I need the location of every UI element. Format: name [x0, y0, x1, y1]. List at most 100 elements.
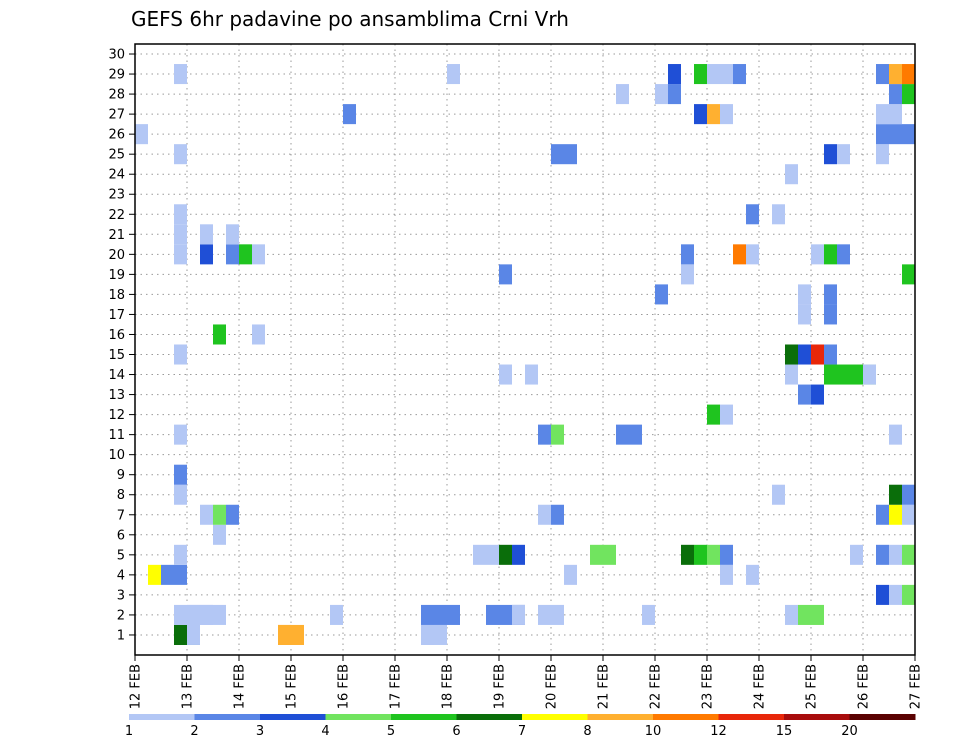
heatmap-cell [590, 544, 616, 565]
heatmap-cell [525, 364, 538, 385]
heatmap-cell [746, 204, 759, 225]
y-tick-label: 13 [108, 388, 125, 403]
y-tick-label: 29 [108, 68, 125, 83]
heatmap-cell [824, 144, 837, 165]
y-tick-label: 27 [108, 108, 125, 123]
colorbar-swatch [653, 714, 719, 720]
heatmap-cell [512, 544, 525, 565]
y-tick-label: 19 [108, 268, 125, 283]
heatmap-cell [148, 564, 161, 585]
heatmap-cell [850, 544, 863, 565]
heatmap-cell [707, 404, 720, 425]
colorbar-swatch [260, 714, 326, 720]
colorbar-label: 15 [776, 724, 793, 739]
heatmap-cell [187, 604, 226, 625]
colorbar-swatch [718, 714, 785, 720]
y-tick-label: 30 [108, 48, 125, 63]
y-tick-label: 8 [117, 488, 125, 503]
heatmap-cell [226, 224, 239, 245]
x-tick-label: 25 FEB [805, 664, 820, 709]
chart-title: GEFS 6hr padavine po ansamblima Crni Vrh [131, 7, 569, 31]
y-tick-label: 22 [108, 208, 125, 223]
heatmap-cell [174, 224, 187, 245]
y-tick-label: 6 [117, 528, 125, 543]
heatmap-cell [889, 124, 915, 145]
y-tick-label: 26 [108, 128, 125, 143]
y-tick-label: 17 [108, 308, 125, 323]
y-tick-label: 24 [108, 168, 125, 183]
colorbar-swatch [194, 714, 261, 720]
heatmap-cell [252, 244, 265, 265]
heatmap-cell [239, 244, 252, 265]
heatmap-cell [889, 84, 902, 105]
heatmap-cell [213, 324, 226, 345]
x-tick-label: 14 FEB [233, 664, 248, 709]
heatmap-cell [824, 284, 837, 305]
heatmap-cell [642, 604, 655, 625]
heatmap-cell [785, 164, 798, 185]
heatmap-cell [746, 244, 759, 265]
heatmap-cell [889, 424, 902, 445]
y-tick-label: 25 [108, 148, 125, 163]
heatmap-cell [538, 424, 551, 445]
heatmap-cell [798, 284, 811, 305]
heatmap-cell [330, 604, 343, 625]
heatmap-cell [707, 544, 720, 565]
heatmap-cell [902, 544, 915, 565]
heatmap-cell [174, 204, 187, 225]
y-tick-label: 9 [117, 468, 125, 483]
y-tick-label: 23 [108, 188, 125, 203]
heatmap-cell [798, 344, 811, 365]
x-tick-label: 26 FEB [857, 664, 872, 709]
heatmap-cell [551, 144, 577, 165]
heatmap-cell [720, 104, 733, 125]
colorbar-swatch [849, 714, 916, 720]
heatmap-cell [681, 244, 694, 265]
heatmap-cell [824, 304, 837, 325]
colorbar-swatch [129, 714, 195, 720]
heatmap-cell [226, 244, 239, 265]
heatmap-cell [720, 404, 733, 425]
x-tick-label: 20 FEB [545, 664, 560, 709]
heatmap-cell [694, 544, 707, 565]
y-tick-label: 12 [108, 408, 125, 423]
heatmap-cell [902, 84, 915, 105]
heatmap-cell [213, 504, 226, 525]
heatmap-cell [174, 144, 187, 165]
colorbar-label: 12 [710, 724, 727, 739]
heatmap-cell [499, 364, 512, 385]
heatmap-cell [876, 144, 889, 165]
heatmap-cell [798, 384, 811, 405]
heatmap-cell [772, 484, 785, 505]
y-tick-label: 10 [108, 448, 125, 463]
colorbar-label: 3 [256, 724, 264, 739]
heatmap-cell [837, 244, 850, 265]
heatmap-cell [616, 84, 629, 105]
heatmap-cell [174, 424, 187, 445]
colorbar-label: 8 [583, 724, 591, 739]
heatmap-cell [174, 464, 187, 485]
heatmap-cell [707, 64, 733, 85]
heatmap-cell [798, 604, 811, 625]
heatmap-cell [668, 84, 681, 105]
heatmap-cell [174, 484, 187, 505]
heatmap-cell [902, 484, 915, 505]
heatmap-cell [421, 604, 460, 625]
x-tick-label: 12 FEB [129, 664, 144, 709]
heatmap-cell [538, 504, 551, 525]
heatmap-cell [564, 564, 577, 585]
heatmap-cell [824, 344, 837, 365]
x-tick-label: 18 FEB [441, 664, 456, 709]
heatmap-cell [811, 244, 824, 265]
x-tick-label: 15 FEB [285, 664, 300, 709]
heatmap-cell [889, 504, 902, 525]
colorbar-label: 10 [645, 724, 662, 739]
y-tick-label: 20 [108, 248, 125, 263]
colorbar-swatch [784, 714, 850, 720]
heatmap-cell [174, 244, 187, 265]
heatmap-cell [174, 544, 187, 565]
x-tick-label: 23 FEB [701, 664, 716, 709]
heatmap-cell [902, 504, 915, 525]
heatmap-cell [876, 104, 902, 125]
heatmap-cell [824, 244, 837, 265]
